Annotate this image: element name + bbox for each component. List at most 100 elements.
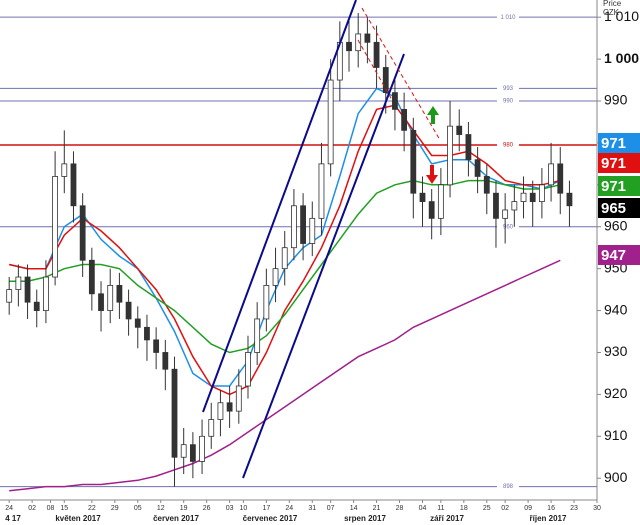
x-tick-label: 25 [483,505,491,512]
trend-lines [202,0,441,479]
level-label-bg [497,84,519,93]
x-tick-label: 30 [593,505,601,512]
candle-body [566,192,573,207]
y-tick-label: 930 [604,343,628,359]
x-tick-label: 24 [285,505,293,512]
dashed-line [361,7,441,141]
candle-body [79,205,86,261]
candle-body [217,402,224,420]
dashed-line [357,39,393,101]
x-tick-label: 04 [419,505,427,512]
level-label: 960 [503,224,514,230]
candle-body [382,67,389,94]
candle-body [61,163,68,177]
candle-body [226,402,233,412]
candle-body [116,285,123,303]
candle-body [502,209,509,219]
x-tick-label: 19 [180,505,188,512]
y-tick-label: 960 [604,217,628,233]
candle-body [254,318,261,353]
candle-body [6,289,13,303]
channel-line [202,0,357,413]
x-tick-label: 29 [111,505,119,512]
month-label: červenec 2017 [243,514,298,523]
candle-body [392,92,398,110]
x-tick-label: 17 [262,505,270,512]
month-label: září 2017 [430,514,464,523]
level-label-bg [497,13,519,22]
candle-body [235,385,242,412]
candle-body [318,163,325,219]
moving-average-line [9,259,561,492]
candle-body [410,129,417,194]
moving-average-line [9,179,561,354]
candle-body [456,125,463,135]
price-tag [598,176,640,196]
candle-body [447,125,453,186]
candle-body [538,184,545,202]
price-tag [598,198,640,218]
price-tag-label: 965 [601,200,626,217]
candle-body [88,259,95,295]
x-tick-label: 22 [88,505,96,512]
y-tick-label: 1 010 [604,8,639,24]
y-tick-label: 910 [604,427,628,443]
candle-body [245,352,251,387]
axis-unit: CZK [603,8,620,17]
candle-body [162,352,169,370]
candle-body [364,33,371,43]
candle-body [125,301,132,320]
x-tick-label: 02 [28,505,36,512]
candle-body [134,318,141,328]
candle-body [291,205,297,249]
x-tick-label: 23 [570,505,578,512]
candle-body [272,268,279,286]
x-tick-label: 03 [226,505,234,512]
candle-body [419,192,426,202]
candles [6,12,573,487]
level-label: 990 [503,99,514,105]
x-tick-label: 26 [203,505,211,512]
candle-body [189,444,196,462]
candle-body [171,368,178,458]
candle-body [373,41,380,68]
candle-body [300,205,306,244]
x-tick-label: 10 [239,505,247,512]
candle-body [465,134,472,161]
level-label: 898 [503,484,514,490]
price-tag [598,245,640,265]
candle-body [43,276,49,311]
level-label: 980 [503,143,514,149]
candle-body [98,293,104,311]
candle-body [70,163,77,207]
candle-body [153,339,160,353]
x-tick-label: 15 [60,505,68,512]
x-tick-label: 24 [5,505,13,512]
x-tick-label: 14 [350,505,358,512]
x-tick-label: 11 [437,505,444,512]
y-tick-label: 900 [604,469,628,485]
candle-body [144,326,150,341]
y-tick-label: 940 [604,301,628,317]
x-tick-label: 09 [524,505,532,512]
x-tick-label: 21 [373,505,381,512]
candle-body [474,159,481,177]
candle-body [428,201,435,219]
candle-body [557,163,564,194]
candle-body [346,41,352,52]
candle-body [15,276,22,291]
x-tick-label: 07 [327,505,335,512]
x-tick-label: 08 [47,505,55,512]
candle-body [107,285,114,311]
candle-body [33,301,40,311]
level-label: 1 010 [500,15,516,21]
x-tick-label: 18 [460,505,468,512]
x-tick-label: 31 [308,505,316,512]
candle-body [180,444,187,458]
price-tag-label: 947 [601,247,626,264]
candle-body [437,184,444,219]
level-label-bg [497,141,519,150]
candle-body [529,192,536,202]
up-arrow [427,106,439,124]
